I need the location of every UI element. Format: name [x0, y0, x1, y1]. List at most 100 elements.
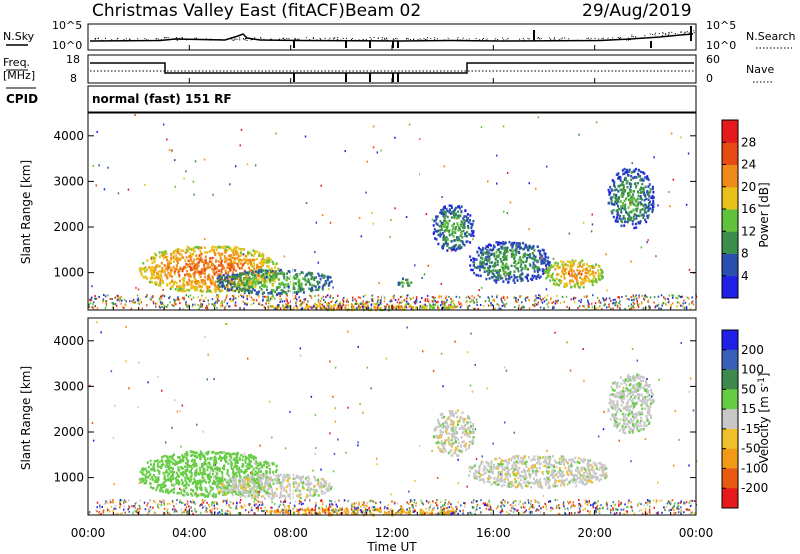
- data-cell: [210, 456, 213, 460]
- data-cell: [352, 296, 354, 299]
- noise-right-tick-top: 10^5: [706, 19, 736, 32]
- data-cell: [338, 305, 341, 308]
- data-cell: [232, 256, 235, 260]
- data-cell: [218, 491, 221, 494]
- data-cell: [256, 263, 259, 267]
- data-cell: [342, 300, 345, 303]
- data-cell: [121, 299, 123, 302]
- data-cell: [216, 473, 219, 476]
- data-cell: [652, 191, 655, 194]
- data-cell: [525, 259, 528, 262]
- data-cell: [502, 241, 505, 244]
- data-cell: [208, 463, 211, 466]
- data-cell: [241, 281, 244, 285]
- data-cell: [310, 297, 313, 300]
- data-cell: [520, 295, 522, 297]
- data-cell: [235, 472, 237, 476]
- data-cell: [440, 222, 443, 225]
- data-cell: [299, 283, 302, 286]
- data-cell: [443, 216, 446, 220]
- data-cell: [582, 285, 585, 289]
- data-cell: [185, 456, 188, 459]
- data-cell: [226, 273, 229, 277]
- data-cell: [263, 464, 265, 467]
- data-cell: [493, 274, 496, 278]
- data-cell: [515, 275, 518, 279]
- data-cell: [265, 272, 268, 275]
- data-cell: [170, 480, 173, 483]
- data-cell: [255, 466, 258, 470]
- data-cell: [280, 289, 283, 292]
- data-cell: [243, 283, 245, 287]
- data-cell: [533, 299, 536, 302]
- data-cell: [643, 298, 646, 301]
- data-cell: [448, 219, 451, 223]
- data-cell: [300, 308, 302, 310]
- data-cell: [630, 190, 633, 193]
- data-cell: [241, 267, 243, 270]
- data-cell: [638, 303, 641, 306]
- data-cell: [548, 275, 551, 278]
- data-cell: [448, 204, 451, 207]
- data-cell: [248, 276, 251, 279]
- noise-search-dot: [417, 38, 419, 40]
- data-cell: [186, 451, 189, 455]
- data-cell: [671, 302, 674, 305]
- data-cell: [406, 302, 409, 306]
- data-cell: [570, 286, 573, 289]
- data-cell: [111, 302, 113, 305]
- data-cell: [639, 188, 642, 191]
- data-cell: [218, 455, 221, 458]
- noise-search-dot: [126, 38, 127, 40]
- data-cell: [203, 246, 206, 249]
- data-cell: [153, 270, 156, 273]
- data-cell: [444, 229, 447, 232]
- data-cell: [229, 263, 232, 266]
- data-cell: [572, 269, 575, 273]
- data-cell: [669, 205, 671, 208]
- noise-search-dot: [117, 37, 119, 39]
- data-cell: [214, 452, 217, 455]
- data-cell: [515, 263, 518, 266]
- data-cell: [531, 266, 534, 269]
- data-cell: [571, 275, 574, 278]
- data-cell: [294, 269, 297, 272]
- data-cell: [242, 294, 245, 297]
- data-cell: [212, 451, 215, 454]
- data-cell: [460, 240, 463, 243]
- data-cell: [465, 296, 468, 299]
- data-cell: [407, 281, 410, 285]
- data-cell: [615, 188, 618, 191]
- noise-search-dot: [167, 37, 169, 39]
- data-cell: [282, 306, 285, 309]
- data-cell: [185, 273, 188, 276]
- data-cell: [401, 285, 404, 288]
- data-cell: [426, 298, 429, 301]
- data-cell: [251, 258, 254, 261]
- data-cell: [155, 479, 158, 482]
- nave-tick-top: 60: [706, 53, 720, 66]
- data-cell: [535, 303, 538, 306]
- data-cell: [469, 241, 472, 244]
- data-cell: [189, 274, 192, 278]
- data-cell: [630, 195, 633, 199]
- data-cell: [443, 304, 446, 307]
- data-cell: [194, 303, 196, 306]
- data-cell: [220, 270, 223, 273]
- data-cell: [218, 469, 221, 473]
- data-cell: [299, 304, 302, 307]
- data-cell: [140, 301, 143, 304]
- data-cell: [192, 272, 195, 276]
- data-cell: [503, 251, 506, 255]
- data-cell: [327, 294, 329, 297]
- data-cell: [302, 288, 305, 291]
- data-cell: [610, 200, 613, 204]
- data-cell: [463, 219, 466, 222]
- data-cell: [235, 297, 237, 300]
- data-cell: [211, 248, 213, 252]
- data-cell: [459, 207, 462, 210]
- data-cell: [251, 299, 254, 301]
- data-cell: [553, 306, 555, 309]
- data-cell: [212, 268, 215, 272]
- data-cell: [202, 493, 205, 497]
